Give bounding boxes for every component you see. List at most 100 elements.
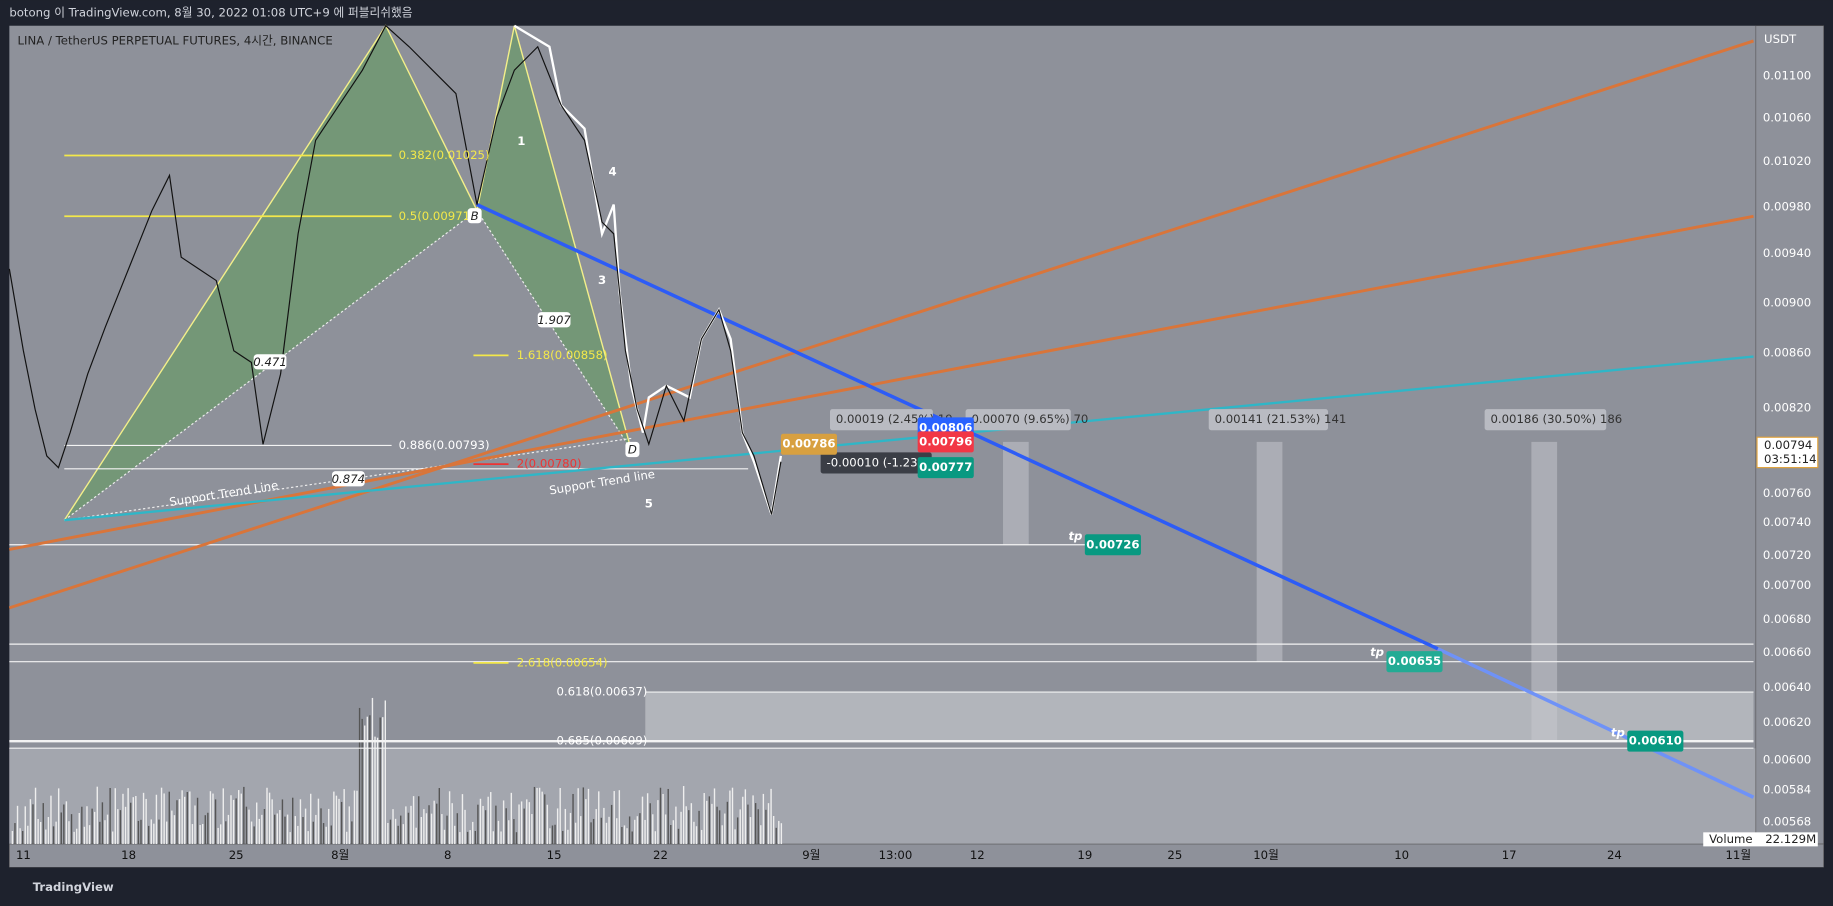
volume-bar: [659, 787, 662, 845]
volume-bar: [472, 821, 474, 845]
volume-bar: [111, 831, 114, 845]
volume-bar: [497, 820, 500, 845]
volume-bar: [657, 800, 659, 845]
volume-bar: [523, 808, 525, 845]
date-label: 24: [1607, 848, 1622, 862]
volume-bar: [294, 816, 296, 845]
volume-bar: [757, 809, 759, 845]
fib-label: 2.618(0.00654): [517, 655, 608, 669]
volume-bar: [693, 821, 695, 845]
date-label: 17: [1502, 848, 1517, 862]
volume-bar: [317, 798, 320, 845]
volume-bar: [91, 808, 93, 845]
volume-bar: [461, 794, 464, 845]
volume-bar: [256, 802, 258, 845]
volume-bar: [616, 818, 618, 845]
volume-bar: [410, 805, 412, 845]
pattern-tag: [331, 471, 365, 487]
price-tag: [780, 433, 838, 455]
volume-bar: [109, 788, 111, 845]
price-label: 0.00860: [1763, 346, 1811, 360]
volume-bar: [127, 788, 129, 845]
volume-bar: [376, 737, 379, 845]
volume-bar: [65, 801, 68, 845]
volume-bar: [402, 824, 405, 845]
volume-bar: [469, 830, 471, 845]
volume-bar: [343, 789, 345, 845]
volume-bar: [456, 813, 459, 845]
volume-bar: [644, 819, 646, 845]
date-label: 19: [1077, 848, 1092, 862]
volume-bar: [577, 788, 579, 845]
volume-bar: [204, 815, 206, 845]
tp-label: tp: [1370, 645, 1384, 659]
volume-bar: [83, 826, 86, 845]
volume-bar: [384, 700, 387, 845]
volume-bar: [292, 797, 294, 845]
volume-label: Volume: [1709, 832, 1752, 846]
volume-bar: [551, 825, 554, 845]
volume-bar: [279, 810, 281, 845]
volume-bar: [474, 830, 477, 845]
volume-bar: [55, 821, 57, 845]
price-tag-label: 0.00610: [1629, 734, 1682, 748]
volume-bar: [754, 803, 757, 845]
volume-bar: [731, 787, 734, 845]
volume-bar: [495, 805, 497, 845]
volume-bar: [117, 809, 119, 845]
volume-bar: [664, 814, 667, 845]
volume-bar: [706, 800, 708, 845]
volume-bar: [685, 806, 687, 845]
pattern-label: 0.874: [332, 472, 365, 486]
header: botong 이 TradingView.com, 8월 30, 2022 01…: [9, 5, 412, 19]
volume-value: 22.129M: [1765, 832, 1816, 846]
volume-bar: [39, 822, 42, 845]
volume-bar: [618, 790, 621, 845]
volume-bar: [330, 825, 332, 845]
volume-bar: [374, 736, 376, 845]
volume-bar: [446, 815, 448, 845]
volume-bar: [711, 803, 713, 845]
volume-bar: [490, 792, 492, 845]
price-label: 0.00568: [1763, 814, 1811, 828]
volume-bar: [297, 825, 299, 845]
volume-bar: [520, 801, 523, 845]
price-tag-label: 0.00786: [782, 437, 835, 451]
volume-bar: [778, 820, 780, 845]
volume-bar: [605, 822, 608, 845]
volume-bar: [556, 808, 559, 845]
volume-bar: [34, 787, 37, 845]
volume-bar: [63, 804, 65, 845]
volume-bar: [276, 813, 278, 845]
date-label: 25: [1167, 848, 1182, 862]
volume-bar: [562, 830, 564, 845]
volume-bar: [718, 810, 721, 845]
volume-bar: [230, 795, 232, 845]
volume-bar: [438, 788, 441, 845]
volume-bar: [513, 819, 515, 845]
volume-bar: [526, 799, 528, 845]
volume-bar: [508, 820, 510, 845]
volume-bar: [178, 799, 181, 845]
volume-bar: [582, 787, 585, 845]
volume-bar: [101, 802, 104, 845]
date-label: 11: [16, 848, 31, 862]
measure-label: 0.00141 (21.53%) 141: [1215, 412, 1347, 426]
volume-bar: [119, 810, 122, 845]
fib-label: 0.685(0.00609): [556, 734, 647, 748]
date-label: 25: [229, 848, 244, 862]
volume-bar: [454, 825, 456, 845]
volume-bar: [184, 796, 186, 845]
volume-bar: [155, 794, 158, 845]
volume-bar: [423, 809, 425, 845]
volume-bar: [538, 787, 541, 845]
volume-bar: [595, 809, 597, 845]
volume-bar: [263, 809, 266, 845]
volume-bar: [492, 831, 495, 845]
price-label: 0.00620: [1763, 715, 1811, 729]
volume-bar: [628, 816, 631, 845]
volume-bar: [310, 793, 312, 845]
volume-bar: [353, 790, 356, 845]
volume-bar: [351, 821, 353, 845]
